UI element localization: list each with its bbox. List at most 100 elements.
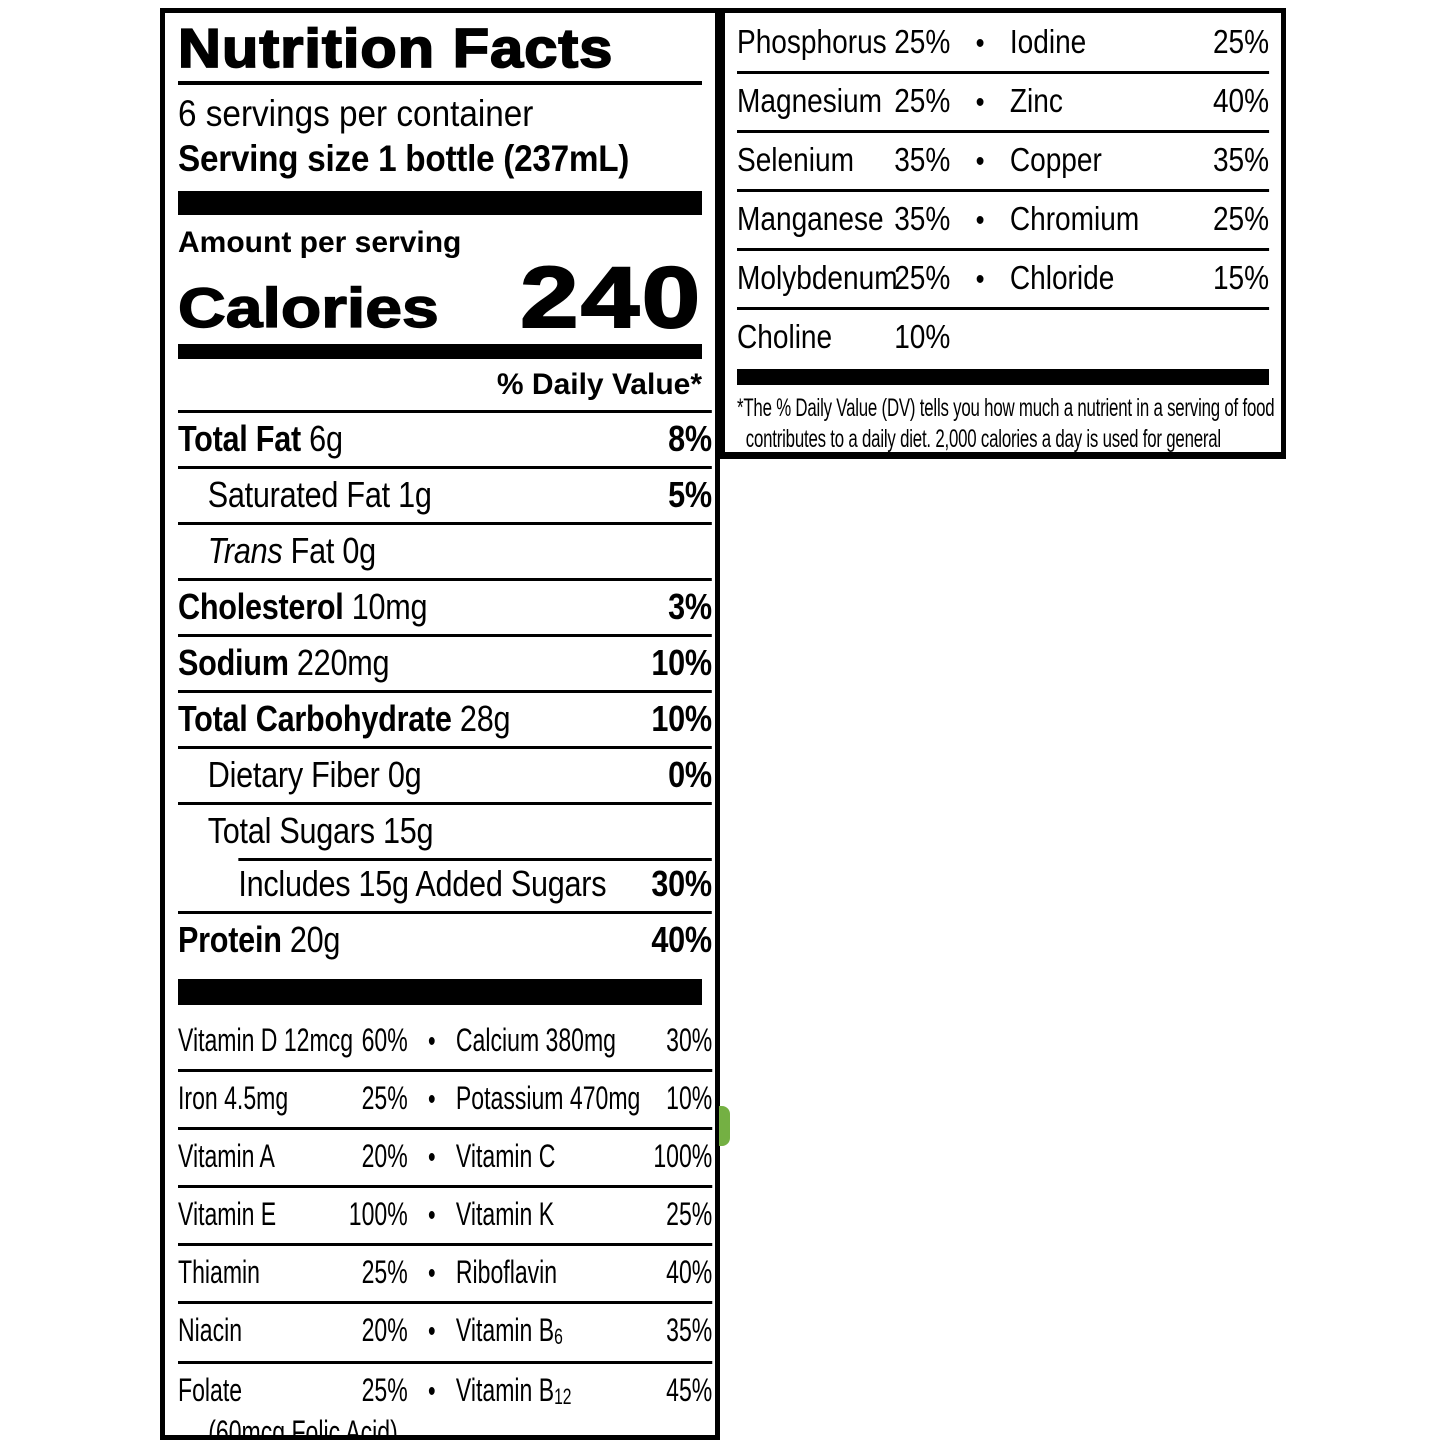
- mineral-daily-value: 35%: [894, 200, 951, 237]
- calories-row: Calories 240: [177, 250, 702, 346]
- vitamin-b-subscript: 6: [554, 1324, 563, 1350]
- folic-acid-note: (60mcg Folic Acid): [208, 1414, 398, 1440]
- mineral-name: Chromium: [1009, 200, 1140, 237]
- divider-bar-thick: [178, 979, 702, 1005]
- mineral-name: Iodine: [1009, 23, 1087, 60]
- mineral-name: Zinc: [1009, 82, 1063, 119]
- nutrient-row-added-sugars: Includes 15g Added Sugars 30%: [178, 858, 712, 911]
- divider-bar-medium: [178, 344, 702, 359]
- bullet-separator: •: [428, 1025, 436, 1058]
- nutrient-name: Includes 15g Added Sugars: [238, 863, 607, 904]
- nutrient-name-italic: Trans: [207, 530, 283, 571]
- nutrient-amount: 10mg: [351, 586, 428, 627]
- bullet-separator: •: [428, 1315, 436, 1348]
- mineral-name: Magnesium: [737, 82, 882, 119]
- mineral-name: Choline: [737, 318, 833, 355]
- mineral-name: Copper: [1009, 141, 1102, 178]
- bullet-separator: •: [428, 1141, 436, 1174]
- vitamin-name: Vitamin B: [455, 1372, 555, 1408]
- mineral-row-magnesium-zinc: Magnesium 25% • Zinc 40%: [737, 71, 1270, 130]
- nutrient-row-total-fat: Total Fat 6g 8%: [178, 410, 712, 466]
- vitamin-daily-value: 30%: [666, 1022, 713, 1058]
- vitamin-daily-value: 35%: [666, 1312, 713, 1348]
- vitamin-daily-value: 10%: [666, 1080, 713, 1116]
- mineral-row-manganese-chromium: Manganese 35% • Chromium 25%: [737, 189, 1270, 248]
- calories-value: 240: [518, 250, 702, 346]
- bullet-separator: •: [428, 1083, 436, 1116]
- vitamin-row-d-calcium: Vitamin D 12mcg 60% • Calcium 380mg 30%: [178, 1005, 712, 1069]
- nutrient-name: Total Carbohydrate: [178, 698, 452, 739]
- bullet-separator: •: [975, 145, 985, 178]
- bullet-separator: •: [975, 27, 985, 60]
- nutrient-name: Sodium: [178, 642, 289, 683]
- nutrient-name: Fat: [290, 530, 335, 571]
- nutrient-amount: 0g: [387, 754, 422, 795]
- vitamin-name: Vitamin A: [178, 1138, 275, 1174]
- nutrient-amount: 220mg: [296, 642, 390, 683]
- nutrient-daily-value: 0%: [668, 754, 712, 795]
- nutrient-amount: 15g: [383, 810, 434, 851]
- vitamin-daily-value: 40%: [666, 1254, 713, 1290]
- nutrition-facts-title: Nutrition Facts: [177, 17, 614, 79]
- vitamin-name: Folate: [178, 1372, 243, 1408]
- mineral-row-molybdenum-chloride: Molybdenum 25% • Chloride 15%: [737, 248, 1270, 307]
- bullet-separator: •: [428, 1199, 436, 1232]
- vitamin-name: Niacin: [178, 1312, 243, 1348]
- nutrient-daily-value: 5%: [668, 474, 712, 515]
- vitamin-row-e-k: Vitamin E 100% • Vitamin K 25%: [178, 1185, 713, 1243]
- vitamin-name: Potassium 470mg: [455, 1080, 641, 1116]
- nutrient-amount: 1g: [398, 474, 432, 515]
- vitamin-name: Riboflavin: [455, 1254, 558, 1290]
- vitamin-daily-value: 100%: [348, 1196, 408, 1232]
- mineral-name: Phosphorus: [737, 23, 887, 60]
- bullet-separator: •: [428, 1375, 436, 1408]
- serving-size-line: Serving size 1 bottle (237mL): [178, 138, 630, 179]
- vitamin-row-niacin-b6: Niacin 20% • Vitamin B6 35%: [178, 1301, 713, 1361]
- nutrient-daily-value: 30%: [651, 863, 712, 904]
- nutrient-amount: 20g: [289, 919, 341, 960]
- nutrient-daily-value: 8%: [668, 418, 712, 459]
- vitamin-name: Vitamin E: [178, 1196, 277, 1232]
- mineral-name: Molybdenum: [737, 259, 898, 296]
- calories-label: Calories: [177, 275, 439, 339]
- mineral-daily-value: 25%: [894, 23, 951, 60]
- vitamin-row-thiamin-riboflavin: Thiamin 25% • Riboflavin 40%: [178, 1243, 713, 1301]
- nutrient-name: Cholesterol: [178, 586, 344, 627]
- vitamin-name: Calcium 380mg: [455, 1022, 616, 1058]
- mineral-daily-value: 35%: [1212, 141, 1270, 178]
- divider-bar-thick: [737, 369, 1269, 385]
- vitamin-daily-value: 100%: [653, 1138, 713, 1174]
- vitamin-b-subscript: 12: [554, 1384, 572, 1410]
- nutrient-row-sodium: Sodium 220mg 10%: [178, 634, 712, 690]
- amount-per-serving-label: Amount per serving: [178, 226, 462, 259]
- nutrient-name: Total Sugars: [207, 810, 375, 851]
- mineral-daily-value: 25%: [894, 82, 951, 119]
- daily-value-footnote: *The % Daily Value (DV) tells you how mu…: [737, 394, 1275, 453]
- vitamin-name: Vitamin K: [455, 1196, 555, 1232]
- vitamin-daily-value: 25%: [666, 1196, 713, 1232]
- nutrient-row-total-carbohydrate: Total Carbohydrate 28g 10%: [178, 690, 712, 746]
- nutrient-daily-value: 40%: [651, 919, 712, 960]
- nutrient-row-trans-fat: Trans Fat 0g: [178, 522, 712, 578]
- vitamin-name: Vitamin D 12mcg: [178, 1022, 354, 1058]
- vitamin-daily-value: 45%: [666, 1372, 713, 1408]
- nutrient-amount: 6g: [309, 418, 343, 459]
- mineral-row-selenium-copper: Selenium 35% • Copper 35%: [737, 130, 1270, 189]
- vitamin-daily-value: 20%: [361, 1138, 408, 1174]
- bullet-separator: •: [428, 1257, 436, 1290]
- vitamin-daily-value: 25%: [361, 1372, 408, 1408]
- vitamin-name: Iron 4.5mg: [178, 1080, 289, 1116]
- mineral-daily-value: 15%: [1212, 259, 1270, 296]
- mineral-daily-value: 25%: [894, 259, 951, 296]
- nutrient-row-protein: Protein 20g 40%: [178, 911, 712, 967]
- vitamin-name: Vitamin C: [455, 1138, 556, 1174]
- vitamin-daily-value: 60%: [361, 1022, 408, 1058]
- vitamin-row-iron-potassium: Iron 4.5mg 25% • Potassium 470mg 10%: [178, 1069, 713, 1127]
- mineral-name: Selenium: [737, 141, 854, 178]
- nutrient-name: Dietary Fiber: [207, 754, 380, 795]
- bullet-separator: •: [975, 86, 985, 119]
- nutrient-daily-value: 10%: [651, 642, 712, 683]
- mineral-row-phosphorus-iodine: Phosphorus 25% • Iodine 25%: [737, 13, 1269, 71]
- mineral-daily-value: 40%: [1212, 82, 1270, 119]
